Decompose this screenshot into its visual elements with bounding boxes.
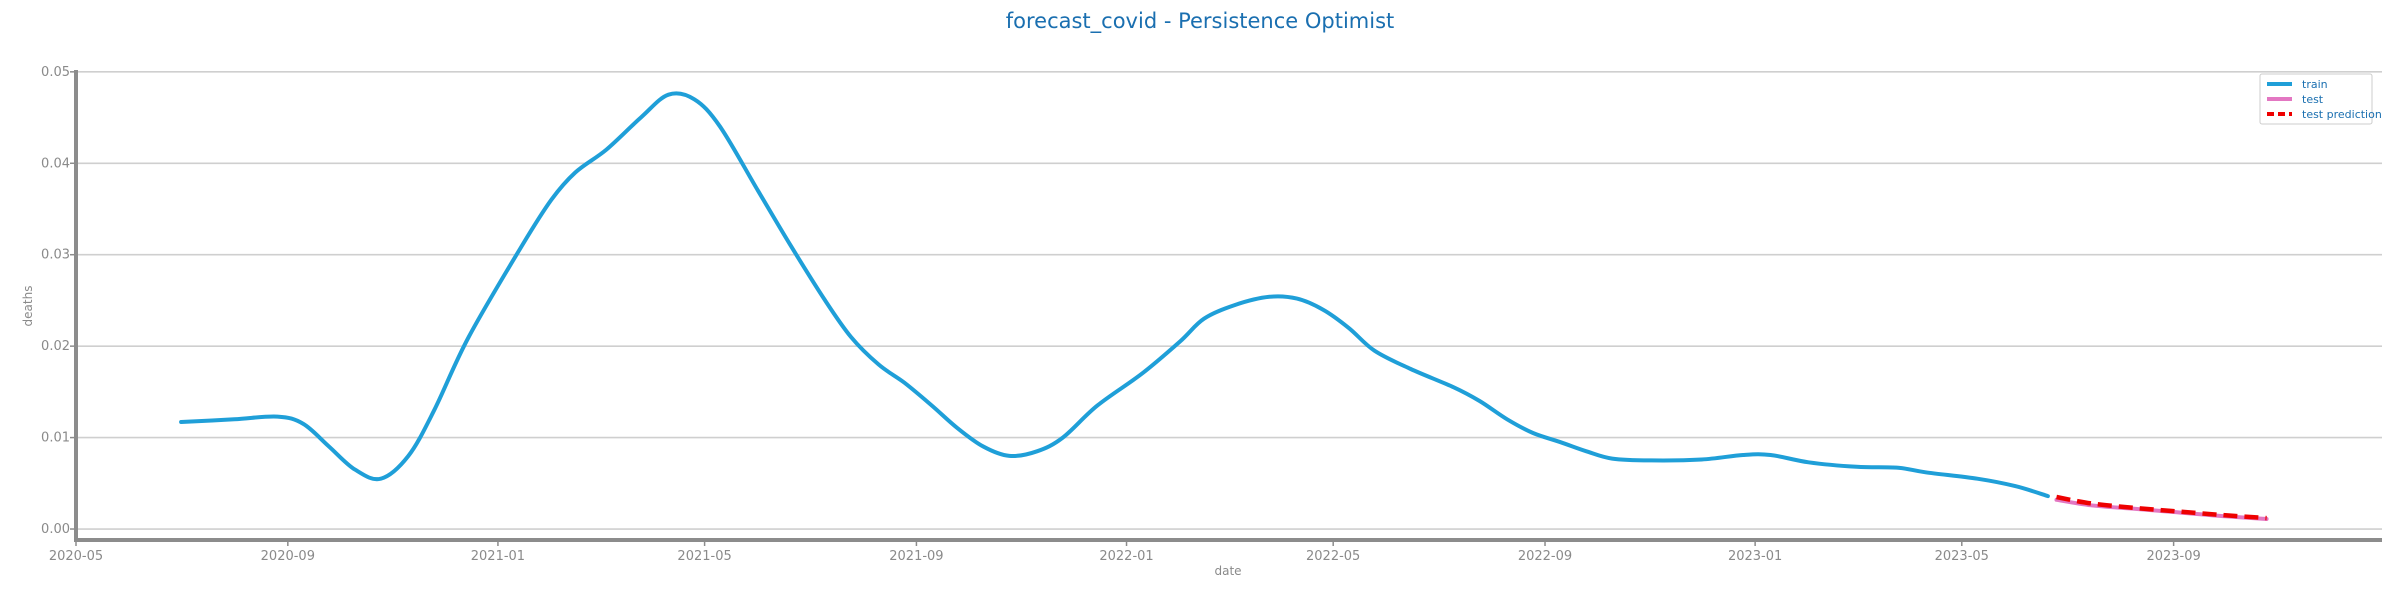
y-tick-label: 0.00 xyxy=(41,522,70,537)
chart-title: forecast_covid - Persistence Optimist xyxy=(1006,9,1395,34)
grid-lines xyxy=(76,71,2382,530)
x-tick-label: 2022-05 xyxy=(1306,549,1360,564)
legend: train test test prediction xyxy=(2259,73,2382,125)
x-tick-label: 2023-05 xyxy=(1935,549,1989,564)
x-axis-label: date xyxy=(1214,564,1241,578)
x-tick-label: 2023-09 xyxy=(2146,549,2200,564)
x-tick-label: 2020-05 xyxy=(49,549,103,564)
y-tick-label: 0.01 xyxy=(41,431,70,446)
series-lines xyxy=(179,91,2269,521)
y-tick-label: 0.04 xyxy=(41,156,70,171)
legend-entry: test prediction xyxy=(2302,108,2382,121)
x-tick-label: 2020-09 xyxy=(261,549,315,564)
x-tick-label: 2022-01 xyxy=(1099,549,1153,564)
y-tick-label: 0.05 xyxy=(41,65,70,80)
x-tick-label: 2023-01 xyxy=(1728,549,1782,564)
x-tick-label: 2021-01 xyxy=(471,549,525,564)
x-tick-labels: 2020-05 2020-09 2021-01 2021-05 2021-09 2022-… xyxy=(49,540,2201,564)
x-tick-label: 2022-09 xyxy=(1518,549,1572,564)
y-tick-label: 0.02 xyxy=(41,339,70,354)
y-tick-label: 0.03 xyxy=(41,248,70,263)
y-axis-label: deaths xyxy=(21,286,35,327)
legend-entry: test xyxy=(2302,93,2324,106)
legend-entry: train xyxy=(2302,78,2328,91)
x-tick-label: 2021-09 xyxy=(889,549,943,564)
legend-box xyxy=(2259,73,2373,125)
series-line-test-prediction xyxy=(2056,494,2267,521)
y-tick-labels: 0.00 0.01 0.02 0.03 0.04 0.05 xyxy=(41,65,76,537)
series-line-train xyxy=(179,91,2050,499)
x-tick-label: 2021-05 xyxy=(677,549,731,564)
